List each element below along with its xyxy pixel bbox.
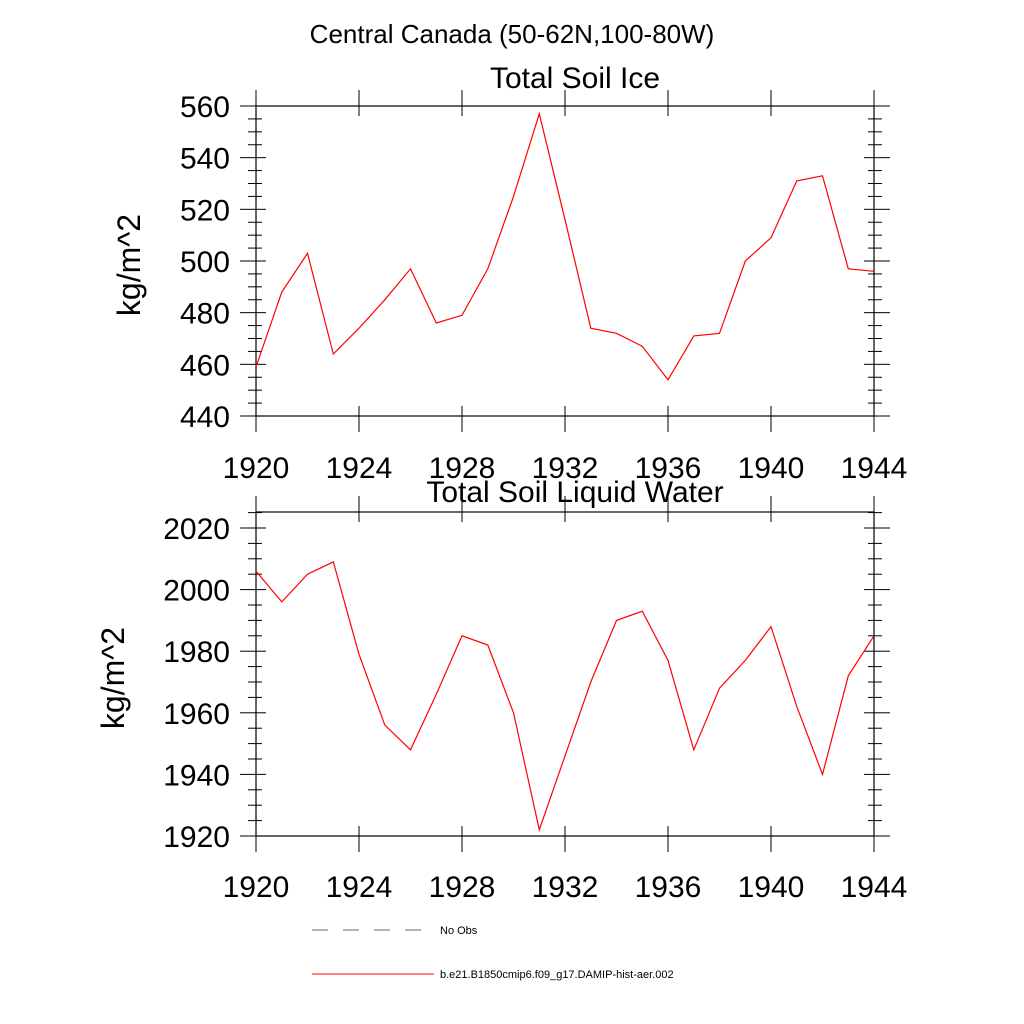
y-tick-label: 1920 — [163, 821, 230, 854]
y-tick-label: 1960 — [163, 698, 230, 731]
x-tick-label: 1928 — [429, 871, 496, 904]
legend: No Obs b.e21.B1850cmip6.f09_g17.DAMIP-his… — [312, 925, 674, 981]
y-tick-label: 1940 — [163, 759, 230, 792]
legend-item-2: b.e21.B1850cmip6.f09_g17.DAMIP-hist-aer.… — [312, 969, 674, 981]
y-tick-label: 540 — [180, 143, 230, 176]
x-tick-label: 1928 — [429, 452, 496, 485]
y-tick-label: 560 — [180, 91, 230, 124]
chart-panels: Total Soil Ice kg/m^2 1920 1924 1928 1932 1936… — [95, 62, 907, 904]
legend-item-1: No Obs — [312, 925, 478, 937]
panel-title: Total Soil Liquid Water — [426, 476, 723, 509]
x-tick-label: 1924 — [326, 452, 393, 485]
chart-panel-2: Total Soil Liquid Water kg/m^2 1920 1924 192… — [95, 476, 907, 904]
x-tick-label: 1920 — [223, 452, 290, 485]
y-tick-label: 460 — [180, 349, 230, 382]
x-tick-label: 1936 — [635, 871, 702, 904]
x-tick-label: 1932 — [532, 871, 599, 904]
legend-label: b.e21.B1850cmip6.f09_g17.DAMIP-hist-aer.… — [440, 969, 674, 981]
y-axis-label: kg/m^2 — [95, 627, 131, 729]
plot-frame — [255, 105, 875, 417]
x-tick-label: 1940 — [738, 871, 805, 904]
y-tick-label: 1980 — [163, 636, 230, 669]
legend-label: No Obs — [440, 925, 478, 937]
y-tick-label: 480 — [180, 298, 230, 331]
panel-title: Total Soil Ice — [490, 62, 660, 95]
x-tick-label: 1932 — [532, 452, 599, 485]
y-tick-label: 440 — [180, 401, 230, 434]
y-tick-label: 500 — [180, 246, 230, 279]
y-tick-label: 520 — [180, 194, 230, 227]
x-tick-label: 1924 — [326, 871, 393, 904]
figure-main-title: Central Canada (50-62N,100-80W) — [310, 19, 715, 49]
x-tick-label: 1944 — [841, 871, 908, 904]
y-tick-label: 2000 — [163, 575, 230, 608]
x-tick-label: 1920 — [223, 871, 290, 904]
y-tick-label: 2020 — [163, 513, 230, 546]
x-tick-label: 1944 — [841, 452, 908, 485]
series-line — [255, 561, 875, 832]
plot-frame — [255, 511, 875, 837]
x-tick-label: 1940 — [738, 452, 805, 485]
y-axis-label: kg/m^2 — [111, 214, 147, 316]
series-line — [255, 111, 875, 381]
x-tick-label: 1936 — [635, 452, 702, 485]
chart-panel-1: Total Soil Ice kg/m^2 1920 1924 1928 1932 1936… — [111, 62, 907, 485]
